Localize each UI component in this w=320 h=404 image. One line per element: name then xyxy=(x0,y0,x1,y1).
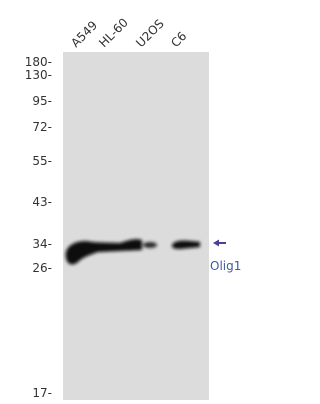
membrane xyxy=(63,52,209,400)
lane-label: A549 xyxy=(68,18,100,50)
marker-label: 34- xyxy=(32,237,52,251)
marker-label: 17- xyxy=(32,386,52,400)
marker-label: 43- xyxy=(32,195,52,209)
marker-labels: 180-130- 95- 72- 55- 43- 34- 26- 17- xyxy=(25,55,52,400)
target-arrow xyxy=(213,240,226,247)
lane-label: HL-60 xyxy=(96,15,131,50)
target-label: Olig1 xyxy=(210,259,241,273)
marker-label: 72- xyxy=(32,120,52,134)
marker-label: 95- xyxy=(32,94,52,108)
marker-label: 130- xyxy=(25,68,52,82)
band xyxy=(143,242,157,248)
marker-label: 55- xyxy=(32,154,52,168)
marker-label: 180- xyxy=(25,55,52,69)
marker-label: 26- xyxy=(32,261,52,275)
lane-label: C6 xyxy=(168,29,189,50)
lane-label: U2OS xyxy=(133,17,167,51)
